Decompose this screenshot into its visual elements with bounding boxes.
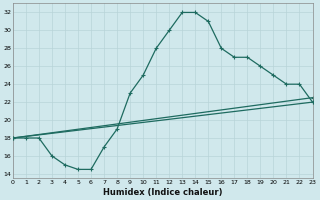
X-axis label: Humidex (Indice chaleur): Humidex (Indice chaleur) [103,188,222,197]
